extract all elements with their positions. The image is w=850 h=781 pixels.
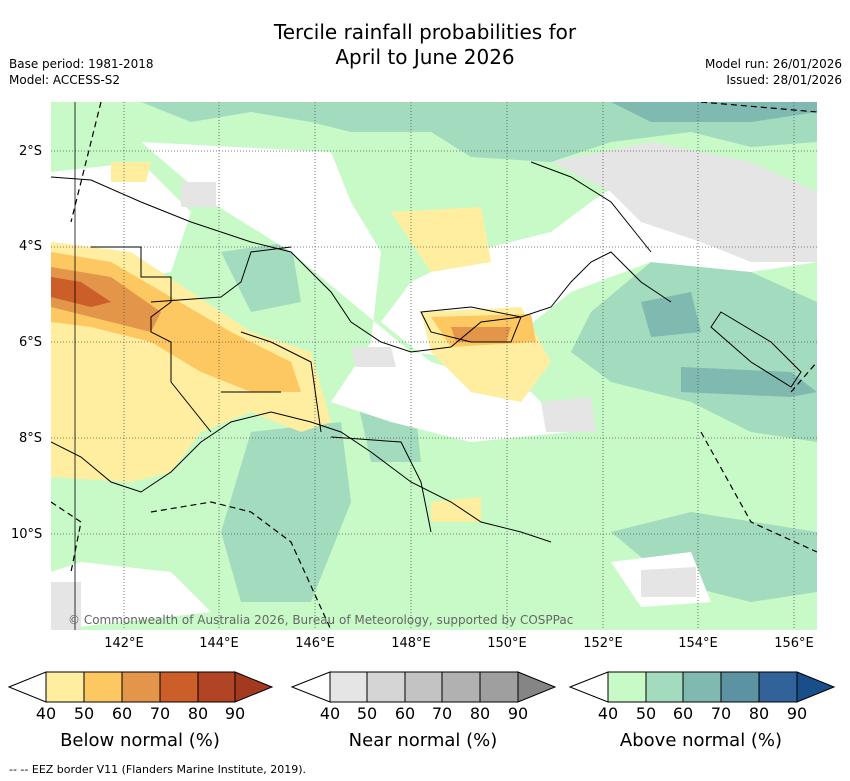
south-coast [51,411,552,543]
above-50-band-east [571,262,817,442]
copyright-notice: © Commonwealth of Australia 2026, Bureau… [68,613,574,627]
new-ireland-coast [530,161,652,253]
below-normal-title: Below normal (%) [60,730,220,751]
near-40-patch-southeast [641,567,696,597]
above-tick-90: 90 [786,704,808,723]
eez-footer-note: -- -- EEZ border V11 (Flanders Marine In… [9,763,307,776]
above-tick-80: 80 [748,704,770,723]
lon-label-144e: 144°E [199,636,239,651]
below-40-patch-north [391,207,491,272]
below-tick-40: 40 [35,704,57,723]
below-70-area-west [51,277,111,307]
lat-label-6s: 6°S [19,335,43,350]
north-coast [51,176,672,353]
below-tick-90: 90 [224,704,246,723]
above-tick-60: 60 [672,704,694,723]
lat-label-8s: 8°S [19,431,43,446]
below-tick-50: 50 [73,704,95,723]
near-tick-60: 60 [394,704,416,723]
graticule [51,102,817,630]
model-name: Model: ACCESS-S2 [9,73,121,87]
near-40-patch-southwest [51,582,81,630]
above-60-band-north [431,102,817,122]
rainfall-map: © Commonwealth of Australia 2026, Bureau… [51,102,817,630]
title-line-2: April to June 2026 [335,45,515,69]
above-tick-50: 50 [635,704,657,723]
near-tick-70: 70 [431,704,453,723]
province-borders [91,246,432,533]
above-60-patch-east-2 [681,367,817,397]
above-tick-40: 40 [597,704,619,723]
base-period: Base period: 1981-2018 [9,57,154,71]
meta-right: Model run: 26/01/2026 Issued: 28/01/2026 [705,56,842,88]
lon-label-142e: 142°E [104,636,144,651]
lat-label-4s: 4°S [19,239,43,254]
lon-label-150e: 150°E [487,636,527,651]
lon-label-148e: 148°E [391,636,431,651]
lat-label-2s: 2°S [19,144,43,159]
lat-label-10s: 10°S [11,527,43,542]
above-50-band-south [221,422,351,602]
below-60-patch-central [451,327,511,342]
issued-date: Issued: 28/01/2026 [726,73,842,87]
near-40-patch-south [541,397,596,432]
near-40-patch-east [551,142,817,262]
near-tick-80: 80 [469,704,491,723]
map-svg [51,102,817,630]
lon-label-156e: 156°E [774,636,814,651]
meta-left: Base period: 1981-2018 Model: ACCESS-S2 [9,56,154,88]
no-signal-area-southwest [51,562,211,630]
eez-borders [51,102,817,630]
colorbar-near [290,671,557,703]
lon-label-146e: 146°E [295,636,335,651]
below-tick-70: 70 [149,704,171,723]
below-tick-80: 80 [187,704,209,723]
lon-label-152e: 152°E [583,636,623,651]
below-tick-60: 60 [111,704,133,723]
near-40-patch-northwest [181,182,216,207]
model-run: Model run: 26/01/2026 [704,57,842,71]
above-normal-title: Above normal (%) [619,730,783,751]
near-tick-90: 90 [507,704,529,723]
above-50-band-southeast [611,512,817,602]
map-title: Tercile rainfall probabilities for April… [0,20,850,70]
colorbars [7,671,836,703]
lon-label-154e: 154°E [678,636,718,651]
bougainville-coast [710,311,802,388]
near-tick-50: 50 [356,704,378,723]
above-50-patch-highlands [221,242,301,312]
colorbar-below [7,671,274,703]
above-tick-70: 70 [710,704,732,723]
below-40-patch-south [431,497,481,522]
above-60-patch-east [641,292,701,337]
colorbar-above [568,671,836,703]
near-normal-title: Near normal (%) [348,730,498,751]
below-40-patch-coast [111,162,151,182]
title-line-1: Tercile rainfall probabilities for [273,20,577,44]
near-tick-40: 40 [319,704,341,723]
near-40-patch-central [351,347,396,367]
new-britain-coast [420,306,522,343]
coastlines [51,102,802,630]
